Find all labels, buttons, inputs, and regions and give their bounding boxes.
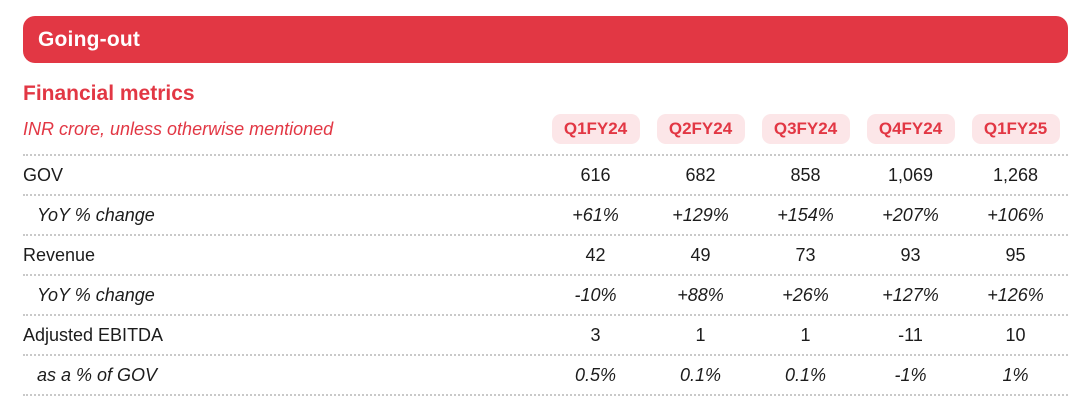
table-unit-note: INR crore, unless otherwise mentioned — [23, 118, 334, 139]
going-out-banner: Going-out — [23, 16, 1068, 63]
table-cell: 858 — [790, 164, 821, 185]
section-title: Financial metrics — [23, 82, 195, 105]
column-header-q4fy24: Q4FY24 — [866, 114, 955, 144]
row-label: YoY % change — [37, 204, 155, 225]
table-cell: +207% — [882, 204, 939, 225]
table-cell: +26% — [782, 284, 829, 305]
table-row: YoY % change -10% +88% +26% +127% +126% — [23, 274, 1068, 314]
table-cell: -10% — [574, 284, 617, 305]
table-cell: 616 — [580, 164, 611, 185]
table-cell: -1% — [894, 364, 927, 385]
table-cell: +61% — [572, 204, 619, 225]
column-header-q2fy24: Q2FY24 — [656, 114, 745, 144]
banner-title: Going-out — [38, 27, 141, 51]
column-header-q1fy25: Q1FY25 — [971, 114, 1060, 144]
column-header-wrap: Q4FY24 — [858, 114, 963, 144]
table-cell: 3 — [590, 324, 601, 345]
column-header-wrap: Q2FY24 — [648, 114, 753, 144]
row-label: GOV — [23, 164, 64, 185]
table-cell: +127% — [882, 284, 939, 305]
table-cell: 93 — [900, 244, 921, 265]
table-cell: +106% — [987, 204, 1044, 225]
column-header-wrap: Q1FY24 — [543, 114, 648, 144]
table-cell: 682 — [685, 164, 716, 185]
column-header-wrap: Q1FY25 — [963, 114, 1068, 144]
table-cell: 0.1% — [679, 364, 722, 385]
table-row: GOV 616 682 858 1,069 1,268 — [23, 154, 1068, 194]
column-header-q1fy24: Q1FY24 — [551, 114, 640, 144]
table-row: Adjusted EBITDA 3 1 1 -11 10 — [23, 314, 1068, 354]
table-cell: -11 — [898, 324, 923, 345]
column-headers: Q1FY24 Q2FY24 Q3FY24 Q4FY24 Q1FY25 — [543, 114, 1068, 144]
table-cell: 1,268 — [992, 164, 1039, 185]
column-header-wrap: Q3FY24 — [753, 114, 858, 144]
table-cell: 1% — [1002, 364, 1029, 385]
table-cell: 1 — [695, 324, 706, 345]
table-row: as a % of GOV 0.5% 0.1% 0.1% -1% 1% — [23, 354, 1068, 394]
row-label: Adjusted EBITDA — [23, 324, 164, 345]
table-cell: +88% — [677, 284, 724, 305]
table-cell: 1,069 — [887, 164, 934, 185]
table-cell: +129% — [672, 204, 729, 225]
table-cell: +154% — [777, 204, 834, 225]
row-label: YoY % change — [37, 284, 155, 305]
column-header-q3fy24: Q3FY24 — [761, 114, 850, 144]
table-cell: 49 — [690, 244, 711, 265]
table-header-row: INR crore, unless otherwise mentioned Q1… — [23, 106, 1068, 154]
table-cell: 42 — [585, 244, 606, 265]
row-label: as a % of GOV — [37, 364, 158, 385]
table-cell: 0.5% — [574, 364, 617, 385]
table-cell: 95 — [1005, 244, 1026, 265]
table-cell: 0.1% — [784, 364, 827, 385]
table-cell: 10 — [1005, 324, 1026, 345]
table-cell: 1 — [800, 324, 811, 345]
table-row: YoY % change +61% +129% +154% +207% +106% — [23, 194, 1068, 234]
table-cell: 73 — [795, 244, 816, 265]
financial-metrics-table: INR crore, unless otherwise mentioned Q1… — [23, 106, 1068, 396]
table-row: Revenue 42 49 73 93 95 — [23, 234, 1068, 274]
row-label: Revenue — [23, 244, 96, 265]
table-body: GOV 616 682 858 1,069 1,268 YoY % change +61% +1… — [23, 154, 1068, 396]
table-cell: +126% — [987, 284, 1044, 305]
